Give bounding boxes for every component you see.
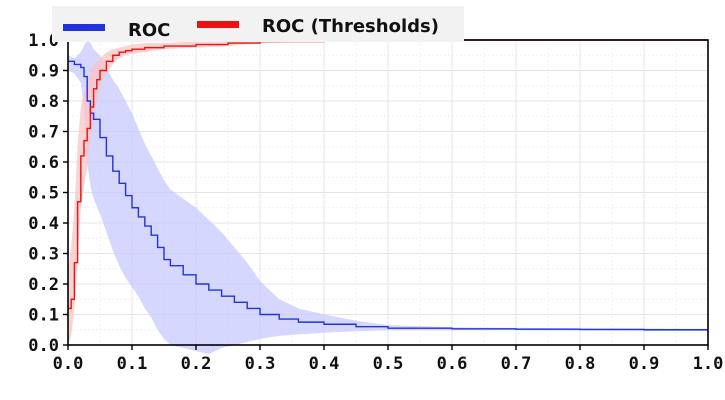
- x-tick-label: 0.2: [181, 354, 212, 374]
- x-tick-label: 0.6: [437, 354, 468, 374]
- legend-swatch-roc-thresholds: [197, 21, 239, 28]
- y-tick-label: 0.2: [28, 275, 59, 295]
- y-tick-label: 0.3: [28, 245, 59, 265]
- band-roc: [68, 40, 708, 355]
- legend-background: [52, 6, 464, 42]
- y-tick-label: 0.5: [28, 184, 59, 204]
- legend: ROC ROC (Thresholds): [52, 6, 464, 42]
- x-tick-label: 1.0: [693, 354, 724, 374]
- legend-swatch-roc: [63, 24, 105, 31]
- y-tick-label: 0.0: [28, 336, 59, 356]
- x-tick-label: 0.0: [53, 354, 84, 374]
- line-roc: [68, 60, 708, 331]
- x-tick-label: 0.1: [117, 354, 148, 374]
- confidence-bands: [68, 40, 708, 355]
- y-tick-label: 1.0: [28, 31, 59, 51]
- x-tick-label: 0.5: [373, 354, 404, 374]
- x-tick-label: 0.7: [501, 354, 532, 374]
- legend-label-roc: ROC: [128, 20, 170, 41]
- y-tick-label: 0.9: [28, 62, 59, 82]
- x-tick-label: 0.4: [309, 354, 340, 374]
- y-tick-label: 0.7: [28, 123, 59, 143]
- y-tick-label: 0.8: [28, 92, 59, 112]
- y-tick-label: 0.1: [28, 306, 59, 326]
- x-tick-label: 0.8: [565, 354, 596, 374]
- y-tick-label: 0.4: [28, 214, 59, 234]
- y-tick-label: 0.6: [28, 153, 59, 173]
- x-tick-label: 0.3: [245, 354, 276, 374]
- legend-label-roc-thresholds: ROC (Thresholds): [262, 16, 439, 37]
- x-tick-label: 0.9: [629, 354, 660, 374]
- y-axis-ticks: 0.0 0.1 0.2 0.3 0.4 0.5 0.6 0.7 0.8 0.9 1.0: [28, 31, 68, 356]
- x-axis-ticks: 0.0 0.1 0.2 0.3 0.4 0.5 0.6 0.7 0.8 0.9 1.0: [53, 345, 724, 374]
